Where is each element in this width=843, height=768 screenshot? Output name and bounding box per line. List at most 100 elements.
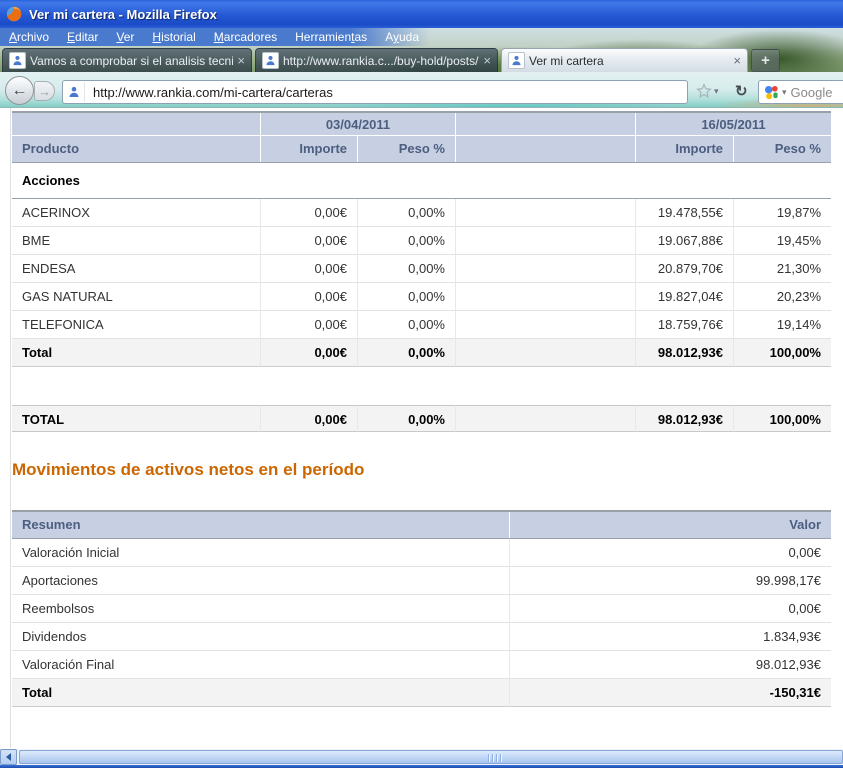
search-input[interactable]: ▾ Google xyxy=(758,80,843,104)
scrollbar-thumb[interactable] xyxy=(19,750,843,764)
row-label: Valoración Final xyxy=(12,651,509,679)
importe-2: 20.879,70€ xyxy=(635,255,733,283)
peso-2: 19,45% xyxy=(733,227,831,255)
table-row-total: Total 0,00€ 0,00% 98.012,93€ 100,00% xyxy=(12,339,831,367)
total-label: Total xyxy=(12,339,260,367)
row-label: Reembolsos xyxy=(12,595,509,623)
table-row-aportaciones: Aportaciones 99.998,17€ xyxy=(12,567,831,595)
bookmark-star-button[interactable]: ▾ xyxy=(696,83,719,99)
url-bar[interactable]: http://www.rankia.com/mi-cartera/cartera… xyxy=(62,80,688,104)
table-row-acerinox: ACERINOX 0,00€ 0,00% 19.478,55€ 19,87% xyxy=(12,199,831,227)
chevron-down-icon[interactable]: ▾ xyxy=(782,86,787,97)
peso-2: 19,87% xyxy=(733,199,831,227)
chevron-down-icon[interactable]: ▾ xyxy=(714,85,719,96)
menu-ver[interactable]: Ver xyxy=(116,30,135,44)
table-row-endesa: ENDESA 0,00€ 0,00% 20.879,70€ 21,30% xyxy=(12,255,831,283)
menu-historial[interactable]: Historial xyxy=(152,30,196,44)
page-content: 03/04/2011 16/05/2011 Producto Importe P… xyxy=(0,108,843,748)
table-row-telefonica: TELEFONICA 0,00€ 0,00% 18.759,76€ 19,14% xyxy=(12,311,831,339)
star-icon xyxy=(696,83,712,99)
table-row-valoracion-final: Valoración Final 98.012,93€ xyxy=(12,651,831,679)
table-row-valoracion-inicial: Valoración Inicial 0,00€ xyxy=(12,539,831,567)
menu-archivo[interactable]: Archivo xyxy=(9,30,50,44)
rankia-favicon-icon xyxy=(63,82,85,102)
importe-1: 0,00€ xyxy=(260,227,357,255)
total-label: Total xyxy=(12,679,509,707)
google-logo-icon xyxy=(764,85,779,100)
peso-1: 0,00% xyxy=(357,227,455,255)
forward-arrow-icon: → xyxy=(38,83,51,99)
reload-button[interactable]: ↻ xyxy=(735,82,748,100)
importe-2: 98.012,93€ xyxy=(635,339,733,367)
importe-2: 98.012,93€ xyxy=(635,405,733,432)
page-left-border xyxy=(10,108,11,748)
peso-1: 0,00% xyxy=(357,311,455,339)
row-value: 99.998,17€ xyxy=(509,567,831,595)
close-icon[interactable]: × xyxy=(237,53,245,68)
tab-analisis-tecnico[interactable]: Vamos a comprobar si el analisis tecnico… xyxy=(2,48,252,72)
peso-1: 0,00% xyxy=(357,255,455,283)
forward-button[interactable]: → xyxy=(34,81,55,101)
importe-2: 19.478,55€ xyxy=(635,199,733,227)
movements-table: Resumen Valor Valoración Inicial 0,00€ A… xyxy=(12,510,831,707)
search-placeholder: Google xyxy=(790,84,833,100)
product-name: ENDESA xyxy=(12,255,260,283)
date-header-2: 16/05/2011 xyxy=(635,113,831,136)
portfolio-table-header: 03/04/2011 16/05/2011 Producto Importe P… xyxy=(12,111,831,163)
close-icon[interactable]: × xyxy=(733,53,741,68)
tab-buy-hold-new[interactable]: http://www.rankia.c.../buy-hold/posts/ne… xyxy=(255,48,498,72)
row-value: 0,00€ xyxy=(509,539,831,567)
peso-2: 100,00% xyxy=(733,405,831,432)
menu-marcadores[interactable]: Marcadores xyxy=(213,30,278,44)
new-tab-button[interactable]: + xyxy=(751,49,780,72)
tab-strip: Vamos a comprobar si el analisis tecnico… xyxy=(0,46,843,72)
importe-1: 0,00€ xyxy=(260,311,357,339)
row-label: Aportaciones xyxy=(12,567,509,595)
peso-2: 19,14% xyxy=(733,311,831,339)
window-bottom-border xyxy=(0,765,843,768)
row-value: 98.012,93€ xyxy=(509,651,831,679)
menu-ayuda[interactable]: Ayuda xyxy=(385,30,420,44)
rankia-favicon-icon xyxy=(262,52,279,69)
date-header-1: 03/04/2011 xyxy=(260,113,455,136)
horizontal-scrollbar[interactable] xyxy=(0,748,843,765)
column-header-resumen: Resumen xyxy=(22,517,81,532)
row-label: Valoración Inicial xyxy=(12,539,509,567)
column-header-importe-2: Importe xyxy=(635,136,733,162)
peso-1: 0,00% xyxy=(357,283,455,311)
peso-2: 100,00% xyxy=(733,339,831,367)
tab-title: http://www.rankia.c.../buy-hold/posts/ne… xyxy=(283,53,479,68)
column-header-peso-1: Peso % xyxy=(357,136,455,162)
menu-editar[interactable]: Editar xyxy=(67,30,99,44)
tab-title: Ver mi cartera xyxy=(529,53,604,68)
grand-total-row: TOTAL 0,00€ 0,00% 98.012,93€ 100,00% xyxy=(12,405,831,432)
column-header-peso-2: Peso % xyxy=(733,136,831,162)
importe-2: 19.827,04€ xyxy=(635,283,733,311)
menu-herramientas[interactable]: Herramientas xyxy=(295,30,368,44)
column-header-importe-1: Importe xyxy=(260,136,357,162)
row-value: 0,00€ xyxy=(509,595,831,623)
tab-ver-mi-cartera[interactable]: Ver mi cartera × xyxy=(501,48,748,72)
importe-1: 0,00€ xyxy=(260,283,357,311)
product-name: GAS NATURAL xyxy=(12,283,260,311)
row-value: 1.834,93€ xyxy=(509,623,831,651)
tab-title: Vamos a comprobar si el analisis tecnico… xyxy=(30,53,234,68)
product-name: BME xyxy=(12,227,260,255)
scroll-left-button[interactable] xyxy=(0,749,17,765)
rankia-favicon-icon xyxy=(9,52,26,69)
window-title: Ver mi cartera - Mozilla Firefox xyxy=(29,6,217,22)
rankia-favicon-icon xyxy=(508,52,525,69)
movements-table-header: Resumen Valor xyxy=(12,510,831,539)
back-arrow-icon: ← xyxy=(11,81,28,99)
portfolio-table-body: Acciones xyxy=(12,163,831,199)
grand-total-label: TOTAL xyxy=(12,405,260,432)
column-header-valor: Valor xyxy=(509,512,831,538)
window-titlebar[interactable]: Ver mi cartera - Mozilla Firefox xyxy=(0,0,843,28)
table-row-dividendos: Dividendos 1.834,93€ xyxy=(12,623,831,651)
back-button[interactable]: ← xyxy=(5,76,34,105)
total-value: -150,31€ xyxy=(509,679,831,707)
scroll-left-arrow-icon xyxy=(6,753,11,761)
importe-1: 0,00€ xyxy=(260,199,357,227)
close-icon[interactable]: × xyxy=(483,53,491,68)
portfolio-table: 03/04/2011 16/05/2011 Producto Importe P… xyxy=(12,111,831,367)
